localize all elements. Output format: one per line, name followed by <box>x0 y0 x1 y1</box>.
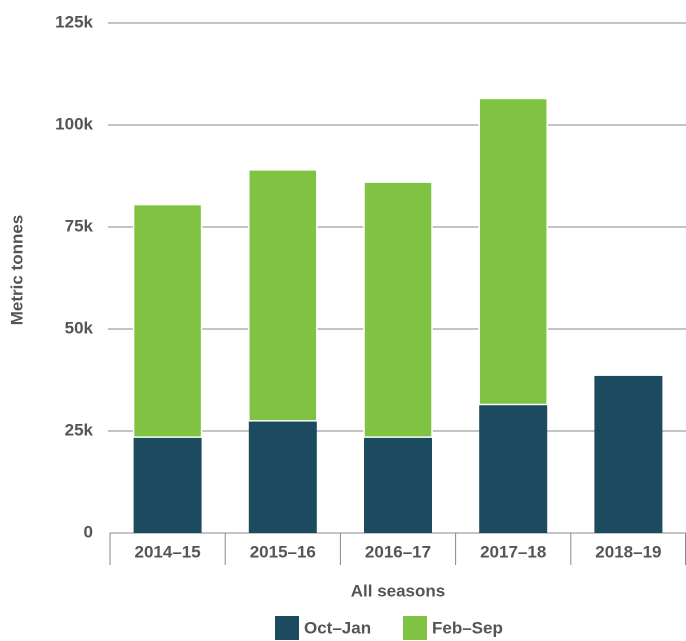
y-tick-label: 0 <box>84 522 93 541</box>
y-tick-label: 125k <box>55 12 93 31</box>
x-tick-label: 2016–17 <box>365 542 431 561</box>
y-tick-label: 75k <box>65 216 94 235</box>
legend-swatch <box>403 616 427 640</box>
x-tick-label: 2014–15 <box>135 542 201 561</box>
y-axis-label: Metric tonnes <box>7 215 26 326</box>
x-tick-label: 2018–19 <box>595 542 661 561</box>
bar-segment <box>478 97 548 406</box>
bar-segment <box>364 437 432 533</box>
x-tick-label: 2015–16 <box>250 542 316 561</box>
bar-segment <box>479 404 548 533</box>
legend-label: Oct–Jan <box>304 618 371 637</box>
y-tick-label: 50k <box>65 318 94 337</box>
bar-segment <box>133 437 202 533</box>
bar-segment <box>363 181 433 438</box>
y-tick-label: 100k <box>55 114 93 133</box>
x-axis-label: All seasons <box>351 581 446 600</box>
legend-swatch <box>275 616 299 640</box>
bar-segment <box>594 375 663 533</box>
y-tick-label: 25k <box>65 420 94 439</box>
bar-segment <box>248 169 318 422</box>
legend-label: Feb–Sep <box>432 618 503 637</box>
bar-segment <box>132 203 203 438</box>
x-tick-label: 2017–18 <box>480 542 546 561</box>
bar-segment <box>248 420 317 533</box>
